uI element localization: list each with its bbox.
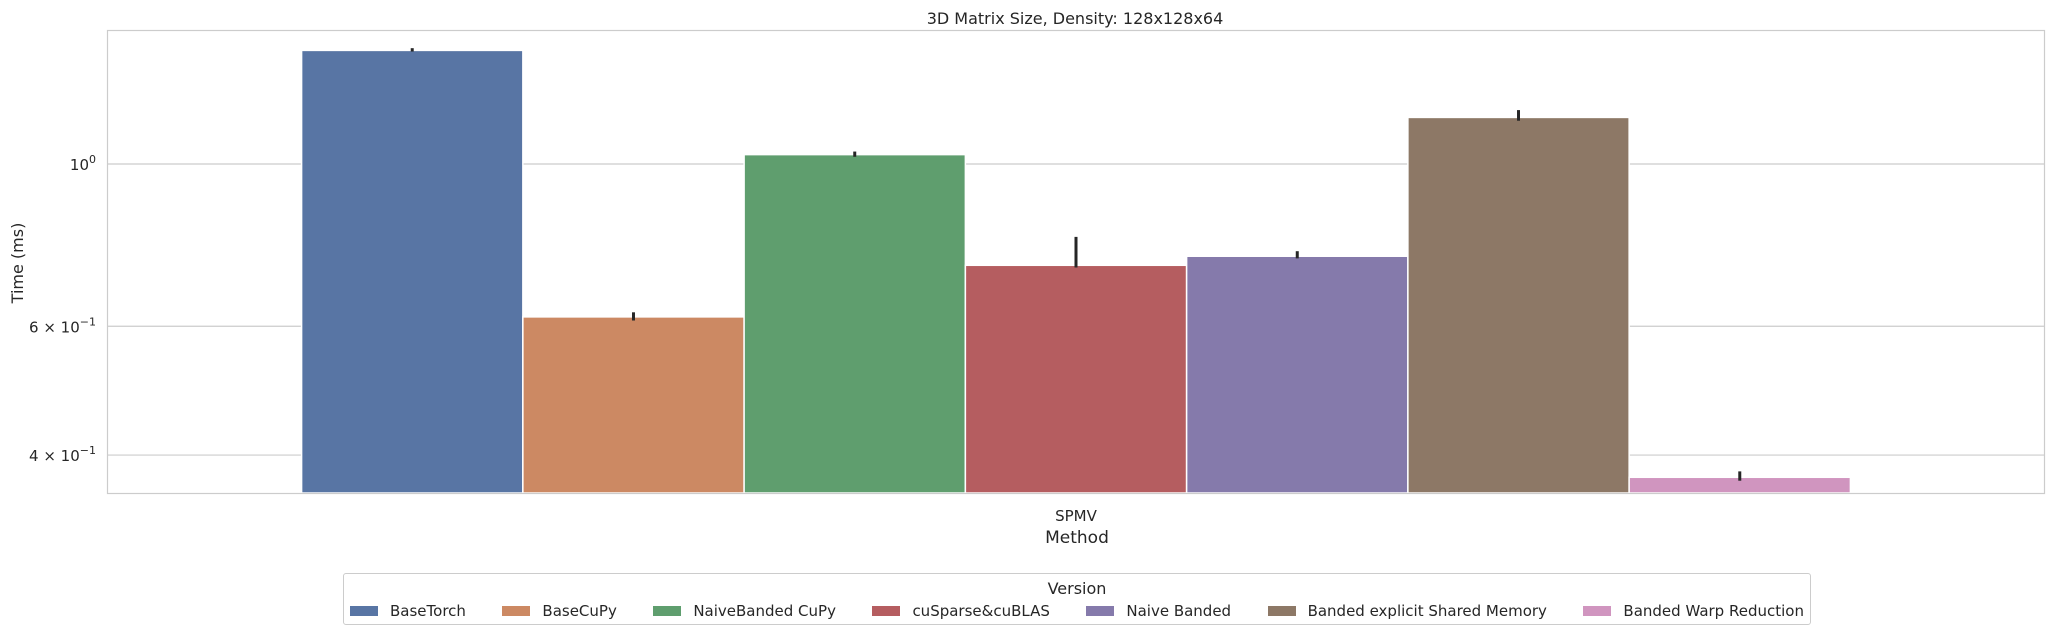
legend-item: NaiveBanded CuPy (653, 602, 836, 620)
legend-item: BaseTorch (350, 602, 466, 620)
legend-label: Banded explicit Shared Memory (1307, 602, 1547, 620)
y-tick-labels: 100 6 × 10−1 4 × 10−1 (29, 153, 96, 465)
y-tick-label: 100 (70, 153, 96, 174)
bar-basecupy (522, 316, 745, 494)
y-axis-label: Time (ms) (8, 223, 27, 305)
x-tick-label: SPMV (1055, 507, 1098, 525)
legend-label: Banded Warp Reduction (1623, 602, 1804, 620)
bar-basetorch (300, 49, 524, 494)
legend-items: BaseTorch BaseCuPy NaiveBanded CuPy cuSpars… (350, 601, 1804, 621)
legend-item: Naive Banded (1086, 602, 1231, 620)
legend-swatch (1086, 606, 1115, 616)
bar-naive-banded (1185, 255, 1409, 494)
legend-item: BaseCuPy (502, 602, 617, 620)
legend-swatch (502, 606, 531, 616)
legend-label: NaiveBanded CuPy (693, 602, 836, 620)
y-tick-label: 4 × 10−1 (29, 444, 96, 465)
bar-banded-explicit-shared-memory (1407, 116, 1630, 494)
legend-label: BaseTorch (390, 602, 466, 620)
bar-cusparse-cublas (964, 264, 1188, 494)
legend: Version BaseTorch BaseCuPy NaiveBanded CuP… (343, 573, 1811, 625)
x-tick-labels: SPMV (1055, 507, 1098, 525)
x-axis-label: Method (1045, 528, 1109, 548)
legend-swatch (350, 606, 378, 616)
legend-swatch (872, 606, 901, 616)
legend-item: Banded explicit Shared Memory (1267, 602, 1547, 620)
legend-label: Naive Banded (1126, 602, 1232, 620)
legend-item: Banded Warp Reduction (1583, 602, 1804, 620)
legend-swatch (1583, 606, 1612, 616)
plot-frame (106, 29, 2046, 495)
legend-title: Version (1047, 579, 1107, 598)
legend-label: BaseCuPy (542, 602, 617, 620)
error-bars (410, 48, 1742, 481)
legend-item: cuSparse&cuBLAS (872, 602, 1050, 620)
y-tick-label: 6 × 10−1 (29, 315, 96, 336)
bar-naivebanded-cupy (743, 153, 967, 494)
legend-label: cuSparse&cuBLAS (912, 602, 1050, 620)
legend-swatch (1267, 606, 1296, 616)
bars (300, 49, 1852, 494)
legend-swatch (653, 606, 682, 616)
chart-title: 3D Matrix Size, Density: 128x128x64 (927, 9, 1224, 28)
